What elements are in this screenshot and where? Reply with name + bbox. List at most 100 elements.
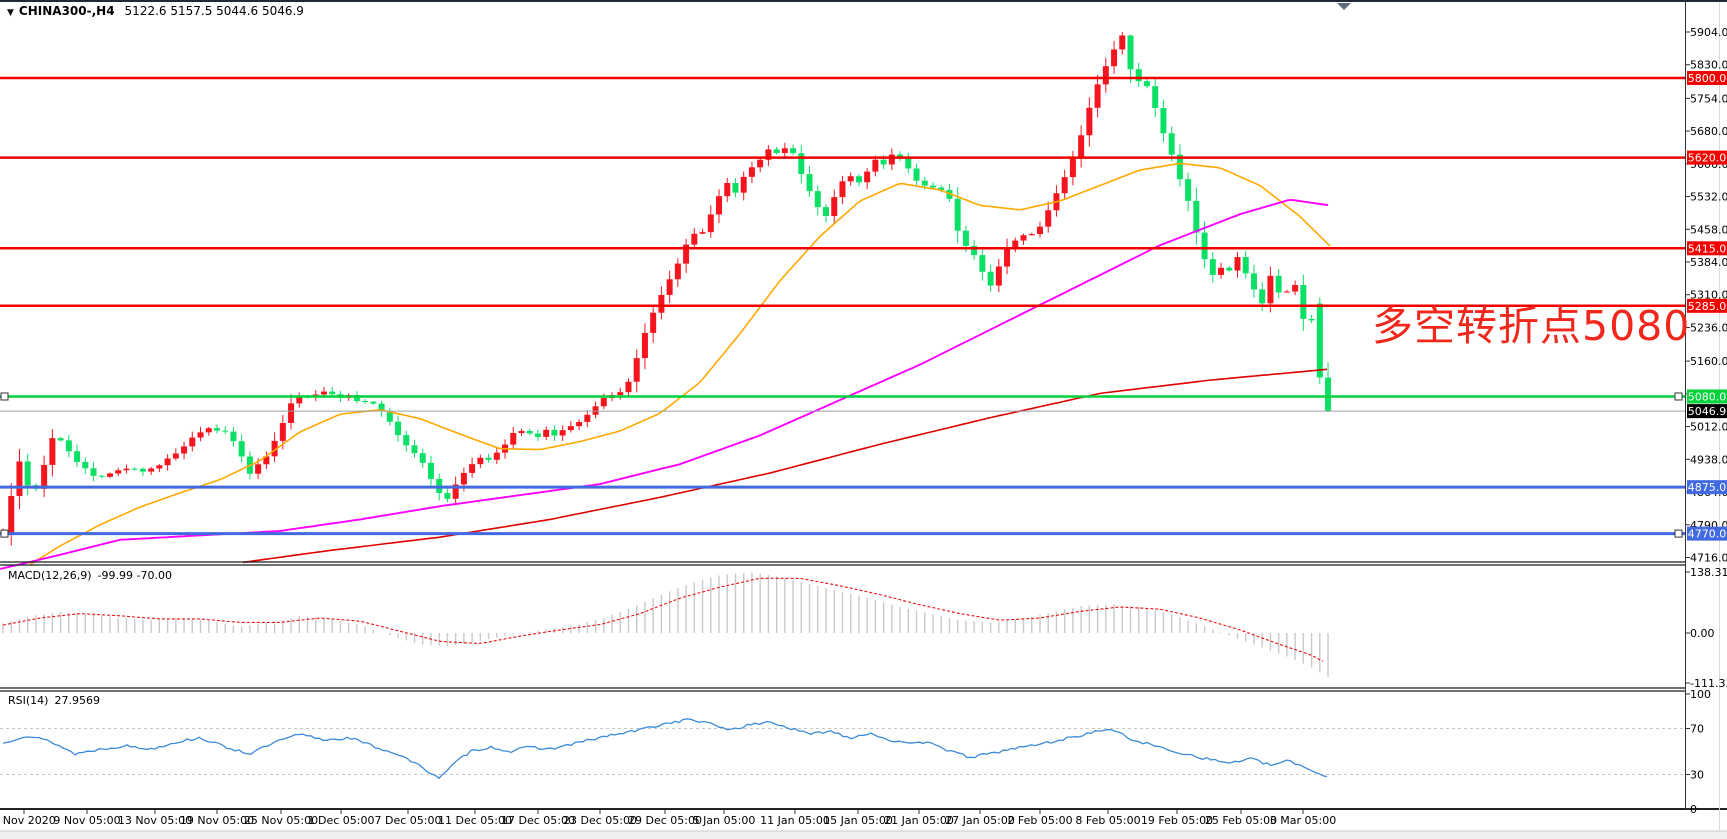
axis-price-chip [1687,480,1727,495]
candle-body [395,421,402,436]
candle-body [518,430,525,434]
candle-body [1036,226,1043,235]
axis-price-chip [1687,298,1727,313]
candle-body [16,461,23,496]
candle-body [411,445,418,454]
candle-body [263,456,270,465]
candle-body [1069,158,1076,178]
candle-body [82,461,89,469]
candle-body [362,401,369,403]
candle-body [724,183,731,197]
candle-body [600,398,607,407]
macd-signal-line [2,577,1324,662]
candle-body [864,171,871,183]
time-label[interactable]: 8 Feb 05:00 [1075,814,1140,827]
candle-body [641,332,648,359]
price-tick-label: 5384.0 [1690,256,1727,269]
candle-body [238,441,245,457]
macd-scale-label: 138.31 [1690,566,1727,579]
price-tick-label: 5012.0 [1690,421,1727,434]
time-label[interactable]: 25 Nov 05:00 [244,814,318,827]
time-label[interactable]: 7 Dec 05:00 [375,814,442,827]
axis-price-chip [1687,389,1727,404]
time-label[interactable]: 11 Jan 05:00 [760,814,830,827]
candle-body [987,271,994,286]
level-handle-left-4770.0[interactable] [0,529,9,538]
candle-body [279,423,286,441]
candle-body [222,430,229,432]
ma-mid-magenta [0,198,1329,570]
candle-body [691,233,698,245]
time-label[interactable]: 17 Dec 05:00 [501,814,575,827]
candle-body [49,438,56,465]
level-handle-right-4770.0[interactable] [1674,529,1683,538]
time-label[interactable]: 3 Nov 2020 [0,814,56,827]
time-label[interactable]: 29 Dec 05:00 [628,814,702,827]
candle-body [921,180,928,186]
candle-body [205,428,212,433]
candle-body [584,414,591,422]
price-tick-label: 5680.0 [1690,125,1727,138]
time-label[interactable]: 19 Nov 05:00 [180,814,254,827]
time-label[interactable]: 2 Feb 05:00 [1007,814,1072,827]
candle-body [1218,267,1225,275]
macd-indicator-label: MACD(12,26,9) -99.99 -70.00 [8,569,172,582]
time-label[interactable]: 25 Feb 05:00 [1205,814,1277,827]
candle-body [131,468,138,470]
level-handle-right-5080.0[interactable] [1674,392,1683,401]
candle-body [427,462,434,479]
candle-body [855,176,862,183]
price-tick-label: 4938.0 [1690,453,1727,466]
axis-price-chip [1687,526,1727,541]
candle-body [1176,154,1183,180]
time-label[interactable]: 15 Jan 05:00 [823,814,893,827]
axis-price-chip [1687,404,1727,419]
candle-body [65,440,72,452]
candle-body [773,149,780,154]
axis-price-chip-label: 5285.0 [1688,300,1727,313]
candle-body [1020,235,1027,241]
candle-body [707,214,714,233]
time-label[interactable]: 3 Mar 05:00 [1270,814,1336,827]
candle-body [213,428,220,431]
time-label[interactable]: 21 Jan 05:00 [884,814,954,827]
candle-body [386,411,393,422]
annotation-text[interactable]: 多空转折点5080 [1372,302,1691,350]
candle-body [806,174,813,192]
candle-body [485,457,492,460]
candle-body [839,181,846,198]
candle-body [1308,318,1315,321]
candle-body [831,197,838,216]
time-label[interactable]: 23 Dec 05:00 [563,814,637,827]
candle-body [460,472,467,485]
time-label[interactable]: 9 Nov 05:00 [53,814,120,827]
candle-body [576,421,583,427]
time-label[interactable]: 13 Nov 05:00 [118,814,192,827]
candle-body [1045,210,1052,227]
rsi-scale-label: 100 [1690,688,1711,701]
axis-price-chip [1687,71,1727,86]
candle-body [164,458,171,466]
axis-price-chip-label: 4770.0 [1688,528,1727,541]
price-tick-label: 5160.0 [1690,355,1727,368]
candle-body [296,396,303,404]
candle-body [106,473,113,477]
time-label[interactable]: 5 Jan 05:00 [693,814,756,827]
chart-dropdown-icon[interactable]: ▼ [7,8,14,18]
chart-shift-marker-icon[interactable] [1337,3,1351,10]
candle-body [510,433,517,445]
candle-body [592,406,599,415]
time-label[interactable]: 19 Feb 05:00 [1141,814,1213,827]
time-label[interactable]: 11 Dec 05:00 [438,814,512,827]
candle-body [1086,107,1093,136]
candle-body [633,358,640,382]
candle-body [1242,257,1249,274]
price-tick-label: 5532.0 [1690,191,1727,204]
time-label[interactable]: 27 Jan 05:00 [945,814,1015,827]
axis-price-chip-label: 5046.9 [1688,405,1727,418]
level-handle-left-5080.0[interactable] [0,392,9,401]
candle-body [905,157,912,169]
time-label[interactable]: 1 Dec 05:00 [308,814,375,827]
price-tick-label: 5458.0 [1690,223,1727,236]
